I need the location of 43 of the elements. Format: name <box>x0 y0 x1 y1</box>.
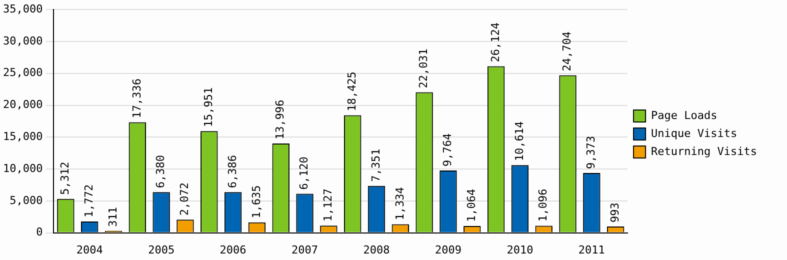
data-label: 18,425 <box>345 72 358 112</box>
data-label: 1,772 <box>82 184 96 218</box>
legend-label: Page Loads <box>651 108 718 122</box>
data-label: 17,336 <box>130 78 144 118</box>
x-tick-label: 2006 <box>220 243 246 256</box>
data-label: 1,127 <box>322 188 335 222</box>
data-label: 6,120 <box>298 156 311 190</box>
y-tick-label: 35,000 <box>2 2 43 16</box>
data-label: 5,312 <box>58 162 72 195</box>
y-tick-label: 15,000 <box>2 130 43 143</box>
data-label: 1,096 <box>536 188 550 222</box>
data-label: 26,124 <box>488 22 502 62</box>
data-label: 2,072 <box>178 182 192 216</box>
data-label: 993 <box>608 202 622 222</box>
data-label: 7,351 <box>369 148 382 182</box>
data-label: 22,031 <box>417 48 430 88</box>
data-label: 10,614 <box>512 121 526 162</box>
data-label: 9,764 <box>441 133 454 167</box>
data-label: 1,334 <box>393 186 406 220</box>
legend-label: Unique Visits <box>651 126 738 140</box>
y-tick-label: 10,000 <box>2 162 43 175</box>
x-tick-label: 2008 <box>363 243 390 256</box>
data-label: 24,704 <box>560 31 574 72</box>
y-tick-label: 0 <box>36 226 43 239</box>
x-tick-label: 2005 <box>148 243 175 256</box>
x-tick-label: 2009 <box>434 243 462 256</box>
data-label: 15,951 <box>202 87 215 128</box>
y-tick-label: 20,000 <box>2 98 43 112</box>
data-label: 311 <box>106 206 120 227</box>
x-tick-label: 2010 <box>506 243 534 256</box>
legend-label: Returning Visits <box>651 144 758 158</box>
x-tick-label: 2011 <box>578 243 605 256</box>
y-tick-label: 5,000 <box>10 194 43 207</box>
data-label: 1,635 <box>250 185 263 218</box>
x-tick-label: 2004 <box>76 243 104 256</box>
y-tick-label: 30,000 <box>2 34 43 48</box>
data-label: 1,064 <box>464 188 478 222</box>
x-tick-label: 2007 <box>292 243 318 256</box>
data-label: 6,386 <box>226 154 239 188</box>
data-label: 13,996 <box>274 100 287 140</box>
y-tick-label: 25,000 <box>2 66 43 80</box>
data-label: 6,380 <box>154 154 168 188</box>
data-label: 9,373 <box>584 136 598 170</box>
